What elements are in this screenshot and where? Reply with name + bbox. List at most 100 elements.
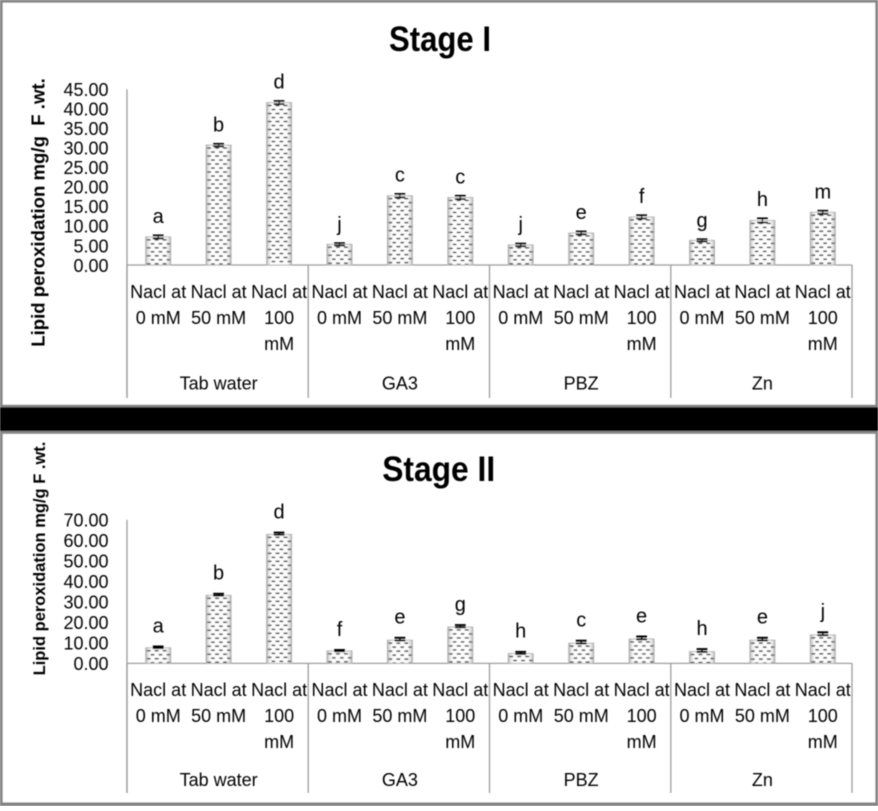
svg-text:Tab water: Tab water (180, 770, 258, 790)
svg-text:mM: mM (627, 732, 657, 752)
svg-text:Nacl at: Nacl at (372, 680, 428, 700)
svg-text:50 mM: 50 mM (191, 308, 246, 328)
svg-text:c: c (576, 610, 586, 632)
svg-text:mM: mM (264, 732, 294, 752)
svg-text:Nacl at: Nacl at (674, 282, 730, 302)
svg-text:5.00: 5.00 (73, 236, 108, 256)
svg-text:PBZ: PBZ (564, 770, 599, 790)
svg-text:mM: mM (264, 334, 294, 354)
svg-text:100: 100 (808, 308, 838, 328)
svg-text:10.00: 10.00 (63, 217, 108, 237)
svg-text:h: h (515, 621, 526, 643)
svg-text:Nacl at: Nacl at (191, 680, 247, 700)
svg-text:Nacl at: Nacl at (191, 282, 247, 302)
svg-text:Lipid peroxidation mg/g F .wt: Lipid peroxidation mg/g F .wt. (28, 78, 49, 347)
svg-text:Nacl at: Nacl at (493, 282, 549, 302)
svg-text:100: 100 (445, 308, 475, 328)
svg-text:100: 100 (264, 308, 294, 328)
svg-text:20.00: 20.00 (63, 613, 108, 633)
svg-text:b: b (213, 563, 224, 585)
svg-text:100: 100 (627, 308, 657, 328)
svg-text:Nacl at: Nacl at (130, 282, 186, 302)
svg-text:50 mM: 50 mM (191, 706, 246, 726)
svg-text:a: a (153, 615, 165, 637)
svg-text:25.00: 25.00 (63, 158, 108, 178)
svg-text:Nacl at: Nacl at (432, 282, 488, 302)
svg-text:e: e (636, 605, 647, 627)
svg-text:Lipid peroxidation mg/g F .wt.: Lipid peroxidation mg/g F .wt. (31, 442, 49, 676)
svg-text:Nacl at: Nacl at (372, 282, 428, 302)
svg-text:100: 100 (445, 706, 475, 726)
svg-text:0 mM: 0 mM (136, 706, 181, 726)
svg-text:50.00: 50.00 (63, 552, 108, 572)
svg-text:h: h (757, 189, 768, 211)
svg-text:60.00: 60.00 (63, 531, 108, 551)
svg-text:Nacl at: Nacl at (251, 680, 307, 700)
svg-text:Nacl at: Nacl at (311, 282, 367, 302)
svg-text:50 mM: 50 mM (554, 308, 609, 328)
svg-text:Nacl at: Nacl at (674, 680, 730, 700)
svg-text:50 mM: 50 mM (372, 706, 427, 726)
svg-text:100: 100 (264, 706, 294, 726)
svg-text:45.00: 45.00 (63, 80, 108, 100)
svg-text:PBZ: PBZ (564, 374, 599, 394)
svg-text:50 mM: 50 mM (554, 706, 609, 726)
svg-text:Nacl at: Nacl at (432, 680, 488, 700)
svg-text:0 mM: 0 mM (136, 308, 181, 328)
svg-text:GA3: GA3 (382, 374, 418, 394)
svg-text:GA3: GA3 (382, 770, 418, 790)
svg-text:15.00: 15.00 (63, 197, 108, 217)
svg-text:Zn: Zn (752, 374, 773, 394)
svg-text:Nacl at: Nacl at (614, 282, 670, 302)
svg-text:Nacl at: Nacl at (553, 282, 609, 302)
svg-text:0 mM: 0 mM (317, 308, 362, 328)
svg-text:50 mM: 50 mM (735, 706, 790, 726)
svg-text:10.00: 10.00 (63, 634, 108, 654)
svg-text:a: a (153, 206, 165, 228)
svg-text:f: f (639, 186, 645, 208)
svg-text:Nacl at: Nacl at (734, 680, 790, 700)
svg-text:Tab water: Tab water (180, 374, 258, 394)
svg-text:Nacl at: Nacl at (493, 680, 549, 700)
svg-text:Zn: Zn (752, 770, 773, 790)
svg-text:100: 100 (627, 706, 657, 726)
svg-text:e: e (394, 607, 405, 629)
svg-text:h: h (696, 618, 707, 640)
svg-text:50 mM: 50 mM (735, 308, 790, 328)
svg-text:0 mM: 0 mM (498, 706, 543, 726)
svg-text:d: d (274, 501, 285, 523)
svg-text:d: d (274, 72, 285, 94)
svg-text:70.00: 70.00 (63, 511, 108, 531)
svg-text:Stage I: Stage I (389, 20, 491, 59)
svg-text:e: e (757, 607, 768, 629)
svg-text:c: c (455, 166, 465, 188)
svg-text:0.00: 0.00 (73, 256, 108, 276)
svg-text:e: e (576, 202, 587, 224)
svg-text:mM: mM (808, 334, 838, 354)
svg-text:g: g (455, 594, 466, 616)
svg-text:Stage II: Stage II (382, 450, 495, 489)
svg-text:Nacl at: Nacl at (795, 282, 851, 302)
svg-text:50 mM: 50 mM (372, 308, 427, 328)
svg-text:0 mM: 0 mM (498, 308, 543, 328)
svg-text:Nacl at: Nacl at (311, 680, 367, 700)
svg-text:35.00: 35.00 (63, 119, 108, 139)
svg-text:30.00: 30.00 (63, 593, 108, 613)
svg-text:g: g (696, 210, 707, 232)
svg-text:f: f (337, 619, 343, 641)
svg-text:b: b (213, 115, 224, 137)
svg-text:0.00: 0.00 (73, 654, 108, 674)
svg-text:0 mM: 0 mM (680, 308, 725, 328)
svg-text:Nacl at: Nacl at (734, 282, 790, 302)
svg-text:mM: mM (445, 732, 475, 752)
svg-text:0 mM: 0 mM (317, 706, 362, 726)
svg-text:c: c (395, 165, 405, 187)
svg-text:mM: mM (627, 334, 657, 354)
svg-text:100: 100 (808, 706, 838, 726)
svg-text:20.00: 20.00 (63, 178, 108, 198)
svg-text:Nacl at: Nacl at (130, 680, 186, 700)
svg-text:Nacl at: Nacl at (795, 680, 851, 700)
svg-text:40.00: 40.00 (63, 572, 108, 592)
svg-text:30.00: 30.00 (63, 139, 108, 159)
svg-text:mM: mM (445, 334, 475, 354)
